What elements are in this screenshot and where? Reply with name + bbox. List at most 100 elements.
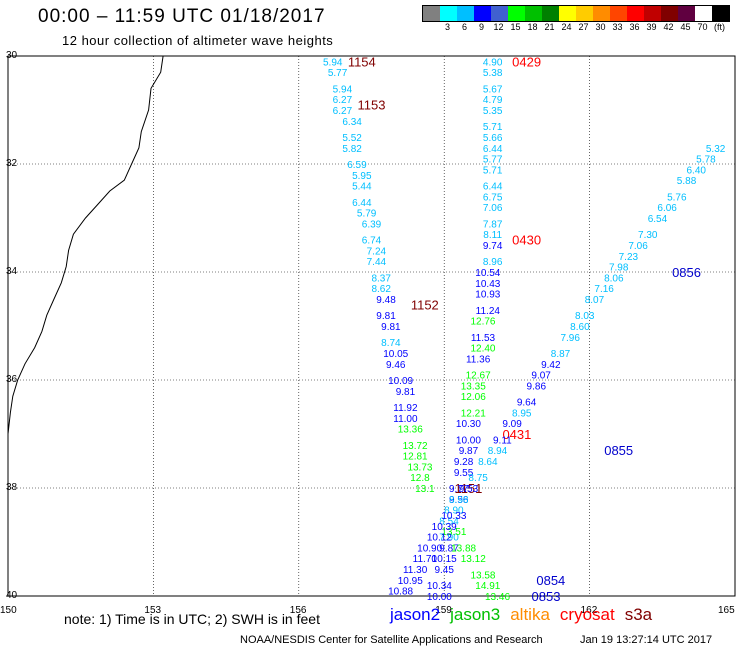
wave-height-value: 10.54	[475, 268, 500, 279]
legend-swatch	[678, 6, 695, 21]
credit-line: NOAA/NESDIS Center for Satellite Applica…	[240, 634, 543, 646]
pass-time-label: 0430	[512, 233, 541, 248]
coastline	[7, 55, 164, 435]
x-tick-label: 153	[144, 605, 162, 616]
satellite-legend: jason2 jason3 altika cryosat s3a	[390, 605, 662, 625]
wave-height-value: 6.75	[483, 192, 503, 203]
legend-label: 21	[544, 22, 555, 32]
wave-height-value: 9.81	[376, 311, 396, 322]
wave-height-value: 5.67	[483, 84, 503, 95]
legend-label: 42	[663, 22, 674, 32]
wave-height-value: 10.90	[417, 543, 442, 554]
legend-label: 24	[561, 22, 572, 32]
wave-height-value: 5.66	[483, 133, 503, 144]
wave-height-value: 13.35	[461, 381, 486, 392]
pass-time-label: 0853	[532, 589, 561, 604]
legend-swatch	[644, 6, 661, 21]
wave-height-value: 11.30	[403, 565, 428, 576]
legend-label: 36	[629, 22, 640, 32]
y-tick-label: 30	[6, 50, 18, 61]
wave-height-value: 10.93	[475, 290, 500, 301]
satellite-name: jason3	[450, 605, 501, 624]
color-legend: 3 6 9 12 15 18 21 24 27 30 33 36 39 42 45 70 (ft)	[422, 5, 730, 32]
wave-height-value: 10.88	[388, 587, 413, 598]
legend-labels: 3 6 9 12 15 18 21 24 27 30 33 36 39 42 45 70 (ft)	[422, 22, 730, 32]
wave-height-value: 8.62	[371, 284, 391, 295]
wave-height-value: 8.94	[488, 446, 508, 457]
legend-swatch	[576, 6, 593, 21]
wave-height-value: 11.92	[393, 403, 418, 414]
wave-height-value: 10.12	[427, 533, 452, 544]
wave-height-value: 8.74	[381, 338, 401, 349]
wave-height-value: 7.24	[367, 246, 387, 257]
pass-time-label: 1153	[358, 98, 386, 113]
legend-label: 70	[697, 22, 708, 32]
y-tick-label: 32	[6, 158, 18, 169]
wave-height-value: 7.87	[483, 219, 503, 230]
wave-height-value: 13.72	[403, 441, 428, 452]
legend-label: 3	[444, 22, 450, 32]
wave-height-value: 7.06	[483, 203, 503, 214]
pass-time-label: 0431	[502, 427, 531, 442]
wave-height-value: 9.74	[483, 241, 503, 252]
legend-swatch	[661, 6, 678, 21]
legend-label: 18	[527, 22, 538, 32]
wave-height-value: 8.11	[483, 230, 502, 241]
wave-height-value: 8.96	[483, 257, 503, 268]
pass-time-label: 1152	[411, 297, 439, 312]
y-tick-label: 34	[6, 266, 18, 277]
wave-height-value: 8.90	[444, 506, 464, 517]
x-tick-label: 165	[718, 605, 735, 616]
x-tick-label: 156	[289, 605, 307, 616]
satellite-name: altika	[510, 605, 550, 624]
wave-height-value: 13.12	[461, 554, 486, 565]
wave-height-value: 6.44	[483, 182, 503, 193]
legend-swatch	[627, 6, 644, 21]
wave-height-value: 13.73	[407, 462, 432, 473]
wave-height-value: 5.94	[333, 84, 353, 95]
legend-swatches	[422, 5, 730, 22]
wave-height-value: 6.54	[648, 214, 668, 225]
wave-height-value: 6.27	[333, 95, 353, 106]
map-frame	[7, 55, 736, 597]
wave-height-value: 9.42	[541, 360, 561, 371]
wave-height-value: 10.00	[456, 435, 481, 446]
wave-height-value: 9.53	[459, 484, 479, 495]
wave-height-value: 9.48	[376, 295, 396, 306]
legend-swatch	[508, 6, 525, 21]
wave-height-value: 5.79	[357, 209, 377, 220]
legend-swatch	[559, 6, 576, 21]
wave-height-value: 9.77	[449, 484, 469, 495]
wave-height-value: 11.53	[471, 333, 496, 344]
legend-label: 33	[612, 22, 623, 32]
wave-height-value: 13.1	[415, 484, 435, 495]
y-tick-label: 36	[6, 374, 18, 385]
legend-label: 27	[578, 22, 589, 32]
legend-label: 39	[646, 22, 657, 32]
x-tick-label: 159	[435, 605, 452, 616]
pass-time-label: 0429	[512, 54, 541, 69]
legend-swatch	[474, 6, 491, 21]
page-title: 00:00 – 11:59 UTC 01/18/2017	[38, 6, 326, 27]
wave-height-value: 11.00	[393, 414, 418, 425]
wave-height-value: 5.71	[483, 122, 503, 133]
wave-height-value: 5.77	[328, 68, 348, 79]
wave-height-value: 5.94	[323, 57, 343, 68]
wave-height-value: 7.98	[609, 263, 629, 274]
wave-height-value: 9.45	[434, 565, 454, 576]
wave-height-value: 8.03	[575, 311, 595, 322]
wave-height-value: 5.38	[483, 68, 503, 79]
wave-height-value: 5.44	[352, 182, 372, 193]
wave-height-value: 7.30	[638, 230, 658, 241]
wave-height-value: 8.37	[371, 273, 391, 284]
wave-height-value: 13.36	[398, 425, 423, 436]
legend-label: (ft)	[714, 22, 725, 32]
wave-height-value: 10.95	[398, 576, 423, 587]
wave-height-value: 13.51	[441, 527, 466, 538]
legend-swatch	[695, 6, 712, 21]
wave-height-value: 13.88	[451, 543, 476, 554]
wave-height-value: 6.34	[342, 117, 362, 128]
legend-swatch	[423, 6, 440, 21]
legend-swatch	[542, 6, 559, 21]
wave-height-value: 12.8	[410, 473, 430, 484]
